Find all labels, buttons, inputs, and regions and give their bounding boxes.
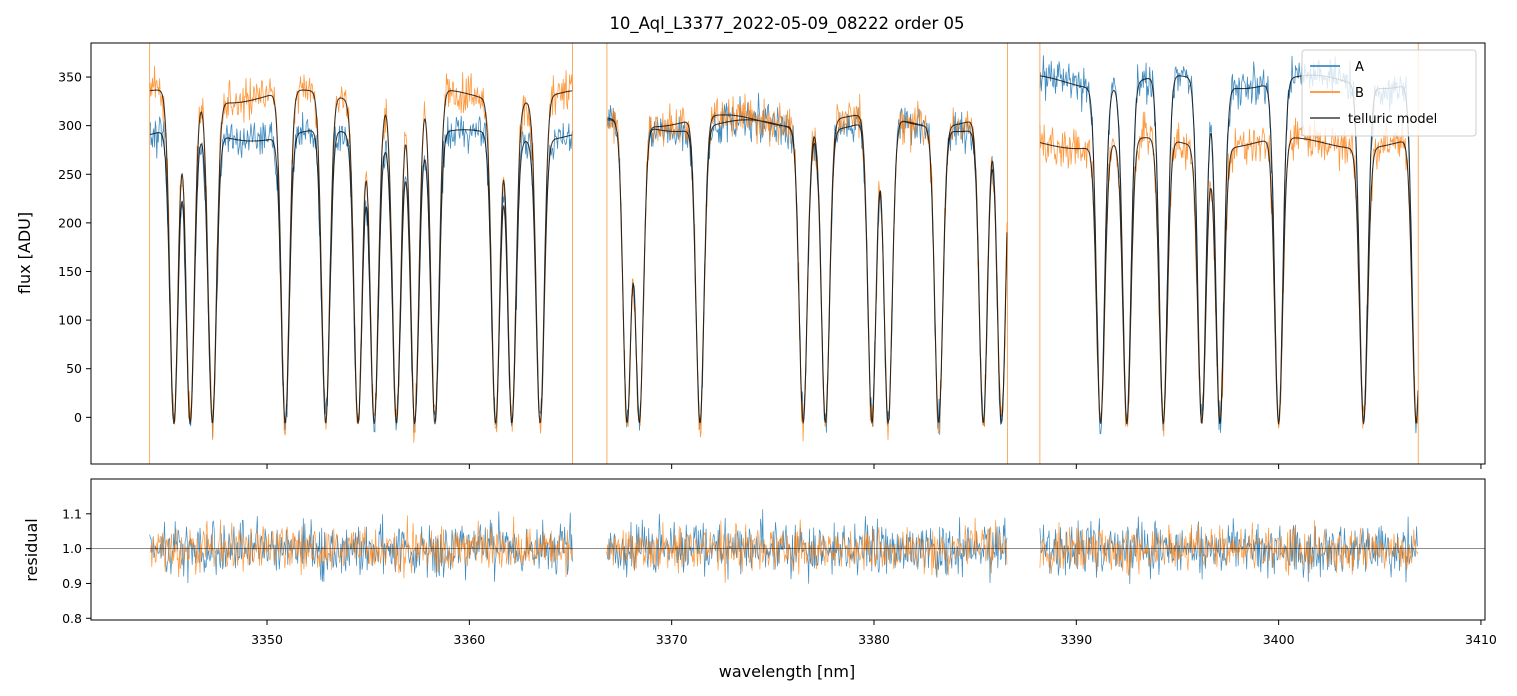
flux-y-tick-label: 50 (66, 361, 82, 376)
residual-x-tick-label: 3360 (453, 632, 485, 647)
residual-x-tick-label: 3390 (1060, 632, 1092, 647)
residual-y-ticks: 0.8 0.9 1.0 1.1 (62, 506, 91, 626)
residual-y-tick-label: 0.8 (62, 611, 82, 626)
residual-x-tick-label: 3380 (858, 632, 890, 647)
legend-label-a: A (1355, 60, 1364, 75)
residual-y-tick-label: 1.1 (62, 506, 82, 521)
residual-x-tick-label: 3370 (656, 632, 688, 647)
flux-y-tick-label: 150 (58, 264, 82, 279)
flux-axes-frame (90, 42, 1486, 465)
flux-y-tick-label: 100 (58, 313, 82, 328)
flux-x-ticks (266, 464, 1482, 469)
residual-axes-frame (90, 478, 1486, 621)
flux-y-tick-label: 350 (58, 70, 82, 85)
residual-y-tick-label: 0.9 (62, 576, 82, 591)
residual-y-tick-label: 1.0 (62, 541, 82, 556)
flux-y-tick-label: 0 (74, 410, 82, 425)
residual-x-ticks: 3350 3360 3370 3380 3390 3400 3410 (251, 620, 1497, 647)
chart-title: 10_Aql_L3377_2022-05-09_08222 order 05 (609, 14, 964, 34)
legend-box (1301, 49, 1477, 137)
residual-panel: 0.8 0.9 1.0 1.1 3350 3360 3370 3380 3390 3400 341… (22, 478, 1497, 647)
residual-y-axis-title: residual (22, 518, 41, 581)
telluric-model-line (149, 74, 1419, 425)
flux-panel: 0 50 100 150 200 250 300 350 flux [ADU] A B tel… (15, 42, 1486, 469)
series-b-residual-line (149, 515, 1419, 583)
legend: A B telluric model (1301, 49, 1477, 137)
legend-label-b: B (1355, 86, 1364, 101)
residual-x-tick-label: 3350 (251, 632, 283, 647)
x-axis-title: wavelength [nm] (719, 662, 856, 681)
flux-y-tick-label: 300 (58, 118, 82, 133)
flux-y-tick-label: 250 (58, 167, 82, 182)
legend-label-telluric-model: telluric model (1348, 112, 1437, 127)
residual-x-tick-label: 3410 (1465, 632, 1497, 647)
flux-y-axis-title: flux [ADU] (15, 212, 34, 294)
series-a-residual-line (149, 509, 1419, 585)
residual-x-tick-label: 3400 (1263, 632, 1295, 647)
flux-y-tick-label: 200 (58, 215, 82, 230)
flux-y-ticks: 0 50 100 150 200 250 300 350 (58, 70, 91, 425)
